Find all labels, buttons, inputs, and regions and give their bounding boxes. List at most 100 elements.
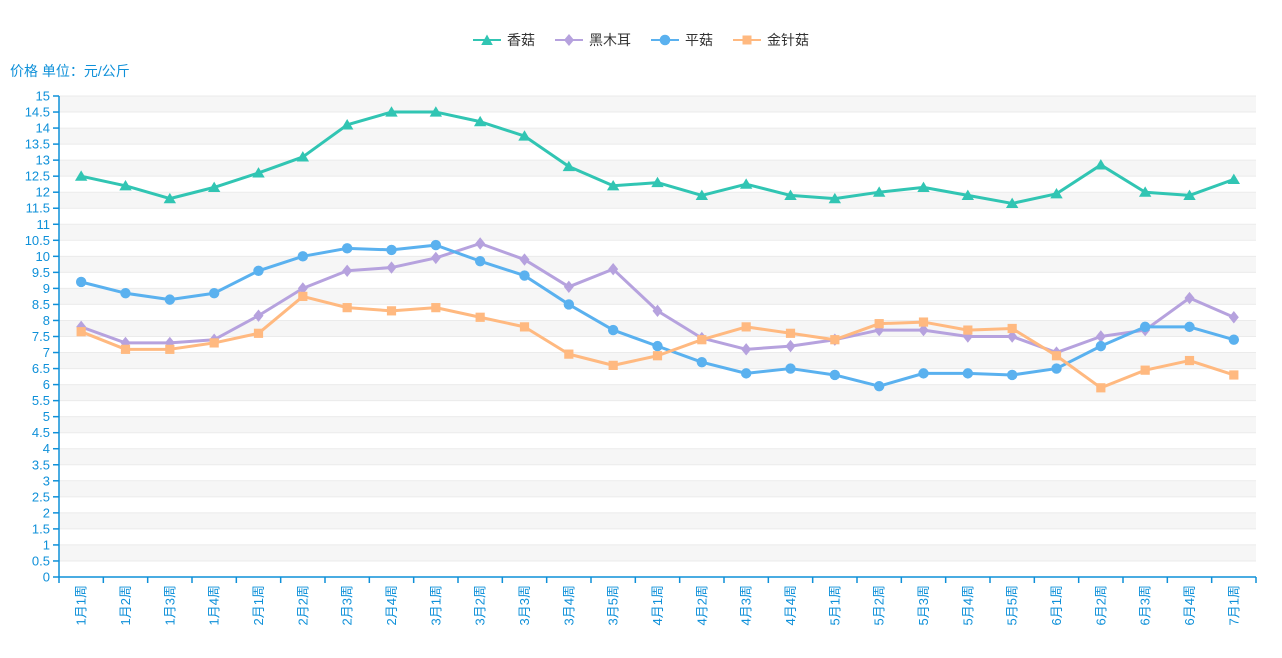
legend-item-label: 黑木耳 [589, 32, 631, 48]
data-point-oyster-mushroom-12 [607, 324, 619, 336]
y-tick-label: 9 [43, 281, 50, 296]
x-tick-label: 3月2周 [473, 585, 488, 625]
x-tick-label: 3月4周 [561, 585, 576, 625]
y-tick-label: 8 [43, 313, 50, 328]
y-tick-label: 14.5 [25, 105, 50, 120]
y-tick-label: 6.5 [32, 361, 50, 376]
data-point-enoki-17 [830, 335, 840, 345]
data-point-enoki-13 [652, 351, 663, 361]
data-point-oyster-mushroom-10 [519, 270, 530, 281]
data-point-black-fungus-19 [918, 323, 929, 337]
grid-band [59, 432, 1256, 449]
legend-item-black-fungus[interactable]: 黑木耳 [555, 30, 631, 50]
data-point-oyster-mushroom-13 [652, 340, 663, 352]
data-point-enoki-2 [165, 344, 175, 354]
data-point-shiitake-17 [828, 192, 842, 204]
x-tick-label: 6月1周 [1049, 585, 1064, 625]
y-tick-label: 14 [36, 121, 50, 136]
data-point-shiitake-22 [1050, 188, 1063, 199]
chart-unit-label: 价格 单位：元/公斤 [10, 63, 130, 79]
data-point-enoki-1 [120, 344, 131, 354]
data-point-shiitake-20 [961, 189, 975, 201]
data-point-enoki-0 [76, 327, 86, 337]
data-point-enoki-5 [298, 291, 308, 302]
data-point-enoki-23 [1096, 383, 1106, 393]
y-tick-label: 1.5 [32, 521, 50, 536]
y-tick-label: 9.5 [32, 265, 50, 280]
data-point-shiitake-14 [695, 189, 709, 201]
data-point-black-fungus-25 [1184, 291, 1195, 305]
grid-band [59, 256, 1256, 273]
data-point-oyster-mushroom-4 [253, 265, 264, 276]
data-point-shiitake-6 [340, 119, 354, 130]
data-point-shiitake-2 [163, 192, 177, 204]
x-tick-label: 4月1周 [650, 585, 665, 625]
enoki-square-icon [733, 35, 761, 45]
legend-item-oyster-mushroom[interactable]: 平菇 [651, 30, 713, 50]
x-tick-label: 5月5周 [1005, 585, 1020, 625]
data-point-enoki-15 [741, 322, 751, 332]
x-tick-label: 7月1周 [1226, 585, 1241, 625]
data-point-oyster-mushroom-15 [740, 368, 752, 379]
data-point-enoki-14 [697, 335, 707, 345]
y-tick-label: 5 [43, 409, 50, 424]
y-tick-label: 11 [37, 217, 51, 232]
x-tick-label: 5月4周 [960, 585, 975, 625]
x-tick-label: 5月3周 [916, 585, 931, 625]
y-tick-label: 0 [43, 570, 50, 585]
y-tick-label: 10 [36, 249, 50, 264]
data-point-oyster-mushroom-22 [1051, 363, 1062, 374]
grid-band [59, 352, 1256, 369]
data-point-enoki-9 [475, 312, 485, 322]
y-tick-label: 10.5 [25, 233, 50, 248]
data-point-shiitake-10 [518, 130, 531, 141]
y-tick-label: 12.5 [25, 169, 50, 184]
y-tick-label: 1 [43, 537, 50, 552]
grid-band [59, 288, 1256, 305]
data-point-black-fungus-26 [1228, 311, 1239, 324]
legend-item-shiitake[interactable]: 香菇 [473, 30, 535, 50]
grid-band [59, 320, 1256, 337]
grid-band [59, 96, 1256, 113]
grid-band [59, 480, 1256, 497]
data-point-black-fungus-15 [741, 343, 752, 356]
grid-band [59, 448, 1256, 465]
data-point-oyster-mushroom-9 [474, 255, 486, 267]
data-point-enoki-4 [253, 328, 264, 338]
grid-band [59, 224, 1256, 241]
data-point-oyster-mushroom-19 [918, 368, 929, 379]
data-point-oyster-mushroom-24 [1139, 321, 1151, 333]
data-point-shiitake-26 [1227, 173, 1241, 184]
grid-band [59, 272, 1256, 289]
y-tick-label: 6 [43, 377, 50, 392]
data-point-shiitake-23 [1094, 159, 1108, 170]
data-point-enoki-12 [608, 360, 618, 370]
grid-band [59, 528, 1256, 545]
data-point-shiitake-0 [74, 170, 88, 181]
data-point-shiitake-9 [473, 115, 487, 127]
x-tick-label: 1月4周 [207, 585, 222, 625]
data-point-shiitake-5 [296, 151, 310, 162]
data-point-shiitake-1 [119, 179, 132, 191]
data-point-enoki-3 [209, 338, 219, 348]
data-point-shiitake-13 [651, 176, 664, 188]
data-point-oyster-mushroom-25 [1184, 321, 1195, 333]
legend: 香菇 黑木耳 平菇 金针菇 [0, 30, 1282, 50]
legend-item-label: 平菇 [685, 32, 713, 48]
data-point-shiitake-7 [385, 106, 398, 117]
data-point-shiitake-25 [1183, 189, 1196, 201]
data-point-oyster-mushroom-23 [1095, 340, 1107, 352]
data-point-oyster-mushroom-0 [75, 276, 87, 288]
legend-item-enoki[interactable]: 金针菇 [733, 30, 809, 50]
y-tick-label: 5.5 [32, 393, 50, 408]
data-point-enoki-21 [1007, 323, 1017, 334]
data-point-shiitake-4 [252, 167, 265, 178]
grid-band [59, 144, 1256, 161]
y-tick-label: 13 [36, 153, 50, 168]
y-tick-label: 15 [36, 89, 50, 104]
x-tick-label: 2月2周 [295, 585, 310, 625]
data-point-shiitake-24 [1138, 186, 1152, 197]
y-tick-label: 13.5 [25, 137, 50, 152]
y-tick-label: 11.5 [26, 201, 50, 216]
